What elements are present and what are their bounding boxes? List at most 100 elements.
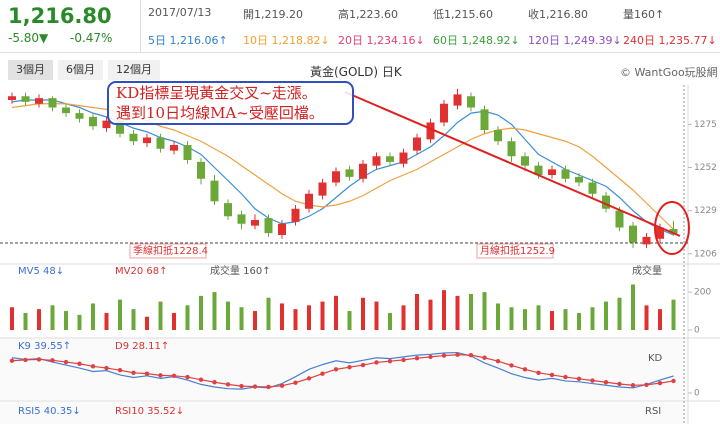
- annotation: 遇到10日均線MA~受壓回檔。: [116, 104, 324, 122]
- kd-dot: [239, 383, 244, 389]
- y-tick-label: 0: [694, 389, 700, 399]
- low: 低1,215.60: [433, 8, 493, 21]
- marker: 月線扣抵1252.9: [480, 244, 555, 257]
- range-button[interactable]: 12個月: [108, 60, 160, 80]
- panel-label: 成交量: [632, 264, 662, 277]
- kd-dot: [441, 353, 447, 358]
- kd-dot: [279, 383, 285, 388]
- kd-dot: [374, 360, 379, 365]
- kd-dot: [293, 380, 298, 385]
- candle-body: [615, 210, 624, 228]
- range-button[interactable]: 3個月: [8, 60, 53, 80]
- ma-value: 240日 1,235.77↓: [623, 34, 717, 47]
- chart-title: 黃金(GOLD) 日K: [310, 65, 402, 79]
- kd-dot: [266, 384, 271, 390]
- indicator-label: 成交量 160↑: [210, 264, 271, 277]
- volume-bar: [671, 299, 676, 330]
- candle-body: [359, 163, 367, 179]
- kd-dot: [603, 380, 609, 385]
- kd-dot: [90, 364, 96, 369]
- candle-body: [413, 137, 421, 151]
- candle-body: [669, 229, 678, 234]
- candle-body: [629, 225, 637, 243]
- volume-bar: [23, 312, 28, 330]
- kd-dot: [63, 359, 69, 365]
- volume-bar: [347, 311, 352, 330]
- kd-line: [11, 354, 674, 388]
- kd-dot: [549, 372, 555, 378]
- volume-bar: [388, 312, 392, 330]
- y-tick-label: 1275: [694, 120, 717, 130]
- kd-dot: [104, 365, 109, 371]
- kd-dot: [225, 382, 231, 387]
- indicator-label: K9 39.55↑: [18, 341, 71, 352]
- candle-body: [467, 96, 475, 108]
- kd-dot: [455, 352, 460, 357]
- indicator-label: MV20 68↑: [115, 266, 167, 277]
- volume-bar: [158, 301, 163, 330]
- candle-body: [156, 137, 165, 149]
- kd-dot: [131, 370, 136, 375]
- candle-body: [305, 193, 313, 209]
- candle-body: [291, 208, 300, 222]
- panel-label: KD: [648, 353, 663, 364]
- kd-dot: [671, 378, 676, 384]
- candle-body: [183, 145, 192, 160]
- credit: © WantGoo玩股網: [620, 66, 718, 79]
- candle-body: [440, 103, 448, 123]
- volume-bar: [428, 299, 433, 330]
- candle-body: [602, 195, 610, 209]
- volume-bar: [577, 312, 581, 330]
- ma-value: 120日 1,249.39↓: [528, 34, 622, 47]
- candle-body: [494, 130, 502, 142]
- y-tick-label: 1229: [694, 206, 717, 216]
- ma-value: 60日 1,248.92↓: [433, 34, 520, 47]
- candle-body: [116, 120, 124, 134]
- volume-bar: [604, 301, 608, 330]
- quote: 1,216.80 -5.80▼ -0.47%: [0, 0, 141, 52]
- volume-bar: [401, 305, 406, 330]
- panel-label: RSI: [645, 406, 661, 417]
- volume-bar: [239, 307, 244, 330]
- range-button[interactable]: 6個月: [58, 60, 103, 80]
- candle-body: [62, 107, 70, 114]
- volume-bar: [37, 309, 41, 330]
- volume-bar: [185, 305, 190, 330]
- candle-body: [521, 156, 529, 166]
- volume-bar: [617, 297, 622, 330]
- volume-bar: [644, 305, 649, 330]
- candle-body: [507, 141, 516, 157]
- kd-dot: [536, 370, 541, 375]
- indicator-label: RSI10 35.52↓: [115, 406, 184, 417]
- volume-bar: [104, 312, 109, 330]
- volume-bar: [590, 307, 595, 330]
- candle-body: [534, 165, 543, 175]
- volume-bar: [226, 301, 230, 330]
- volume: 量160↑: [623, 8, 665, 21]
- candle-body: [345, 169, 354, 177]
- candle-body: [386, 156, 394, 162]
- marker-box: [129, 243, 207, 259]
- kd-dot: [77, 361, 82, 366]
- volume-bar: [50, 305, 55, 330]
- candle-body: [210, 180, 219, 202]
- candle-body: [143, 137, 151, 144]
- kd-dot: [401, 357, 406, 363]
- kd-dot: [644, 382, 649, 388]
- volume-bar: [442, 290, 446, 330]
- kd-dot: [522, 367, 528, 372]
- candle-body: [197, 161, 205, 179]
- kd-dot: [563, 374, 568, 380]
- candle-body: [548, 169, 556, 175]
- candle-body: [426, 122, 435, 140]
- kd-dot: [495, 358, 501, 364]
- volume-bar: [415, 293, 419, 330]
- kd-dot: [252, 384, 258, 389]
- volume-bar: [91, 303, 95, 330]
- candle-body: [75, 113, 84, 119]
- candle-body: [399, 152, 408, 164]
- volume-bar: [307, 305, 311, 330]
- kd-dot: [590, 378, 595, 383]
- volume-bar: [320, 301, 325, 330]
- volume-bar: [496, 303, 500, 330]
